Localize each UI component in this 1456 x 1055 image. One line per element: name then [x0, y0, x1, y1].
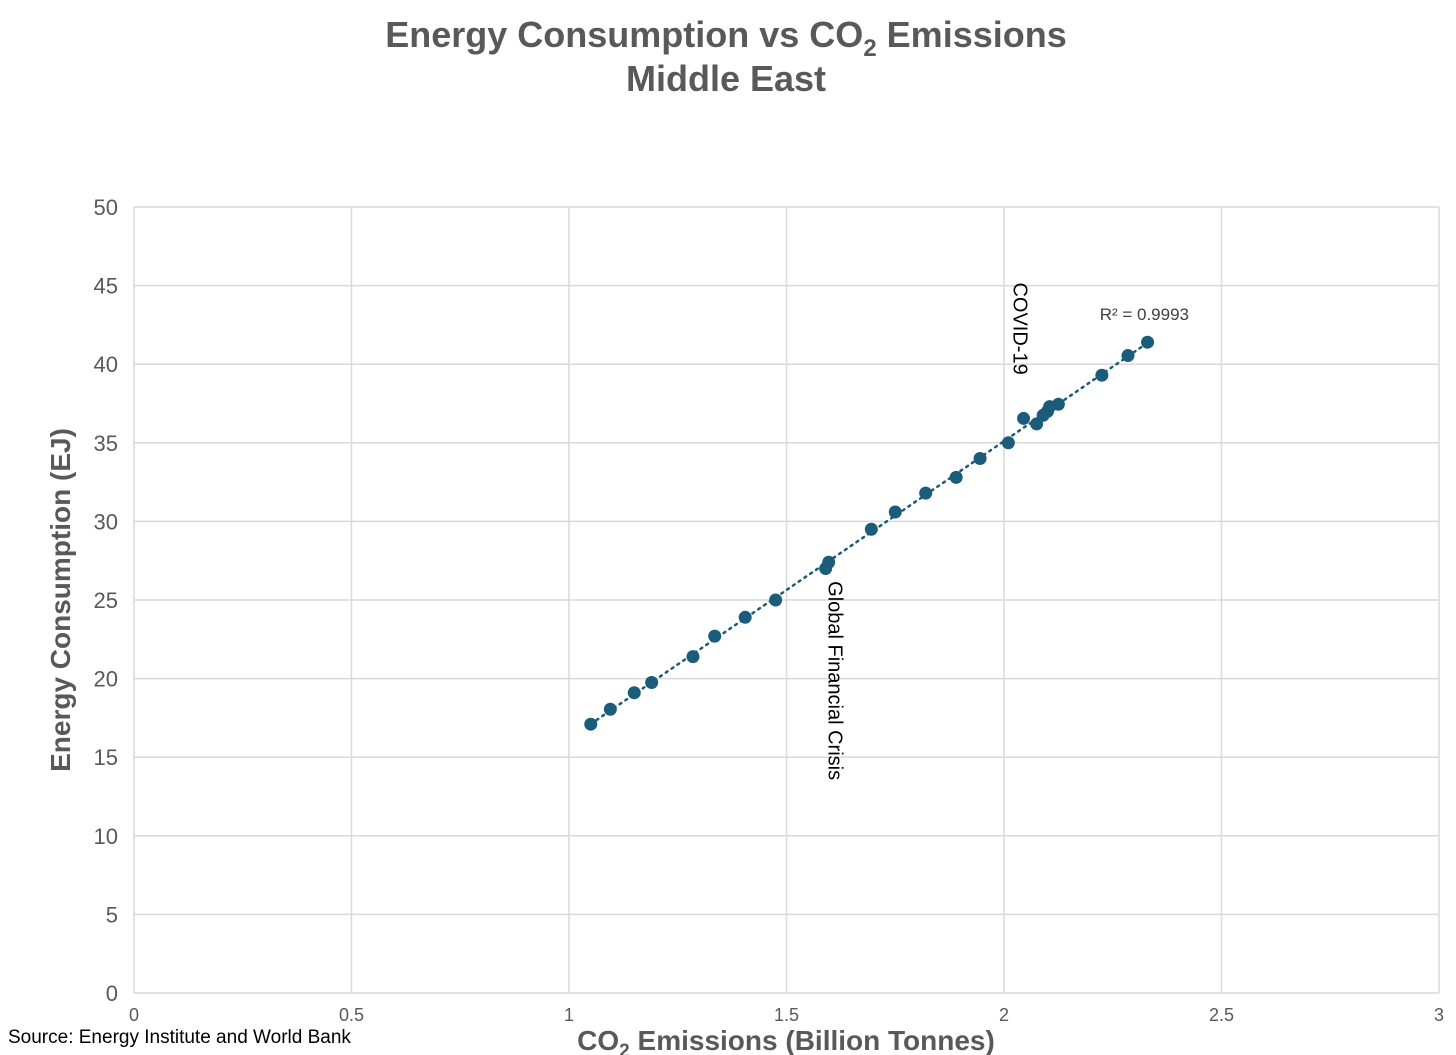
y-tick-label: 0	[106, 981, 118, 1006]
x-axis-title-suffix: Emissions (Billion Tonnes)	[630, 1025, 995, 1055]
data-point	[1017, 411, 1031, 425]
data-point	[1051, 397, 1065, 411]
y-tick-label: 10	[94, 824, 118, 849]
y-tick-label: 50	[94, 195, 118, 220]
data-point	[888, 505, 902, 519]
data-point	[645, 676, 659, 690]
data-point	[584, 717, 598, 731]
y-tick-label: 35	[94, 431, 118, 456]
annotations: Global Financial Crisis COVID-19	[824, 282, 1031, 780]
data-point	[822, 555, 836, 569]
y-tick-label: 40	[94, 352, 118, 377]
tick-labels: 0 5 10 15 20 25 30 35 40 45 50 0 0.5 1 1.5 2 2.5 3	[94, 195, 1444, 1025]
gridlines	[133, 206, 1440, 994]
x-tick-label: 0.5	[339, 1005, 364, 1025]
data-point	[864, 522, 878, 536]
x-axis-title-prefix: CO	[577, 1025, 619, 1055]
chart-title-prefix: Energy Consumption vs CO	[385, 14, 863, 55]
x-tick-label: 1.5	[774, 1005, 799, 1025]
data-point	[708, 629, 722, 643]
data-point	[1141, 335, 1155, 349]
data-point	[1095, 368, 1109, 382]
source-note: Source: Energy Institute and World Bank	[8, 1027, 351, 1048]
chart-title-line1: Energy Consumption vs CO2 Emissions	[385, 14, 1067, 62]
data-point	[603, 702, 617, 716]
chart-title-line2: Middle East	[626, 58, 826, 99]
r-squared-label: R² = 0.9993	[1100, 305, 1189, 324]
data-points	[584, 335, 1155, 731]
x-axis-title-subscript: 2	[619, 1041, 630, 1055]
data-point	[1121, 349, 1135, 363]
data-point	[769, 593, 783, 607]
data-point	[686, 650, 700, 664]
x-axis-title: CO2 Emissions (Billion Tonnes)	[577, 1025, 995, 1055]
data-point	[919, 486, 933, 500]
chart-title-suffix: Emissions	[877, 14, 1067, 55]
y-tick-label: 20	[94, 667, 118, 692]
x-tick-label: 3	[1434, 1005, 1444, 1025]
y-tick-label: 30	[94, 509, 118, 534]
annotation-label: COVID-19	[1009, 282, 1031, 374]
x-tick-label: 0	[129, 1005, 139, 1025]
chart-title-subscript: 2	[863, 35, 876, 62]
x-tick-label: 1	[564, 1005, 574, 1025]
x-tick-label: 2.5	[1209, 1005, 1234, 1025]
data-point	[1001, 436, 1015, 450]
annotation-label: Global Financial Crisis	[824, 581, 846, 780]
data-point	[738, 610, 752, 624]
y-tick-label: 15	[94, 745, 118, 770]
data-point	[627, 686, 641, 700]
data-point	[949, 470, 963, 484]
y-tick-label: 45	[94, 274, 118, 299]
data-point	[973, 452, 987, 466]
x-tick-label: 2	[999, 1005, 1009, 1025]
y-axis-title: Energy Consumption (EJ)	[45, 428, 76, 772]
y-tick-label: 25	[94, 588, 118, 613]
y-tick-label: 5	[106, 902, 118, 927]
